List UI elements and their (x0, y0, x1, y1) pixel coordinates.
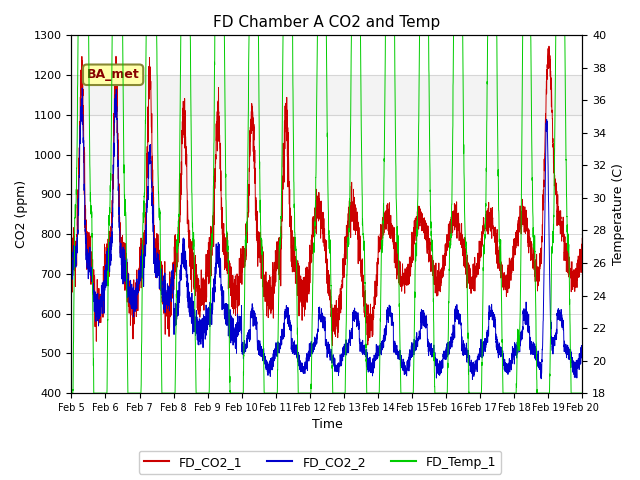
Y-axis label: CO2 (ppm): CO2 (ppm) (15, 180, 28, 248)
FD_Temp_1 (538, 390, 545, 396)
FD_Temp_1 (68, 390, 76, 396)
Title: FD Chamber A CO2 and Temp: FD Chamber A CO2 and Temp (213, 15, 440, 30)
Text: BA_met: BA_met (87, 68, 140, 81)
FD_CO2_1 (68, 281, 76, 287)
FD_Temp_1 (74, 33, 82, 38)
Line: FD_Temp_1: FD_Temp_1 (72, 36, 582, 393)
FD_Temp_1 (310, 249, 318, 255)
Line: FD_CO2_2: FD_CO2_2 (72, 88, 582, 379)
FD_Temp_1 (563, 214, 571, 219)
FD_CO2_1 (286, 214, 294, 219)
Bar (72, 75, 582, 115)
FD_CO2_2 (287, 323, 294, 328)
FD_Temp_1 (579, 390, 586, 396)
FD_CO2_2 (79, 85, 86, 91)
FD_CO2_2 (538, 371, 545, 376)
FD_CO2_2 (563, 344, 571, 350)
Y-axis label: Temperature (C): Temperature (C) (612, 163, 625, 265)
FD_CO2_2 (579, 344, 586, 349)
Line: FD_CO2_1: FD_CO2_1 (72, 46, 582, 346)
FD_Temp_1 (287, 33, 294, 38)
FD_CO2_1 (282, 109, 290, 115)
FD_CO2_1 (538, 261, 545, 266)
Legend: FD_CO2_1, FD_CO2_2, FD_Temp_1: FD_CO2_1, FD_CO2_2, FD_Temp_1 (139, 451, 501, 474)
FD_CO2_1 (545, 43, 553, 49)
FD_CO2_2 (310, 346, 318, 351)
FD_CO2_2 (439, 365, 447, 371)
FD_CO2_1 (563, 253, 571, 259)
FD_CO2_1 (579, 250, 586, 255)
FD_CO2_1 (328, 343, 336, 348)
Bar (72, 115, 582, 194)
FD_Temp_1 (439, 390, 447, 396)
FD_CO2_2 (282, 310, 290, 316)
FD_CO2_1 (439, 262, 447, 268)
FD_CO2_1 (310, 219, 318, 225)
FD_Temp_1 (282, 33, 290, 38)
FD_CO2_2 (468, 376, 476, 382)
FD_CO2_2 (68, 277, 76, 283)
X-axis label: Time: Time (312, 419, 342, 432)
